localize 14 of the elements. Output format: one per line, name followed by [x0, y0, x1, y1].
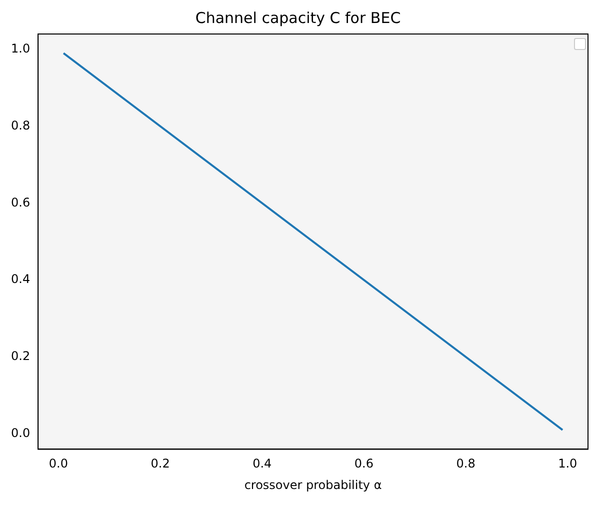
- x-tick-label: 0.0: [48, 456, 68, 471]
- y-tick-label: 0.2: [10, 349, 30, 364]
- x-tick-label: 1.0: [558, 456, 578, 471]
- y-tick-label: 0.4: [10, 272, 30, 286]
- y-tick-label: 0.8: [10, 118, 30, 132]
- x-tick-label: 0.6: [354, 456, 374, 471]
- x-tick-label: 0.2: [150, 456, 170, 471]
- x-tick-label: 0.4: [252, 456, 272, 471]
- y-tick-label: 0.6: [10, 195, 30, 210]
- y-tick-label: 1.0: [10, 42, 30, 56]
- y-tick-label: 0.0: [10, 426, 30, 440]
- x-axis-title: crossover probability α: [244, 478, 382, 492]
- x-tick-label: 0.8: [456, 456, 476, 471]
- chart-title: Channel capacity C for BEC: [195, 8, 401, 27]
